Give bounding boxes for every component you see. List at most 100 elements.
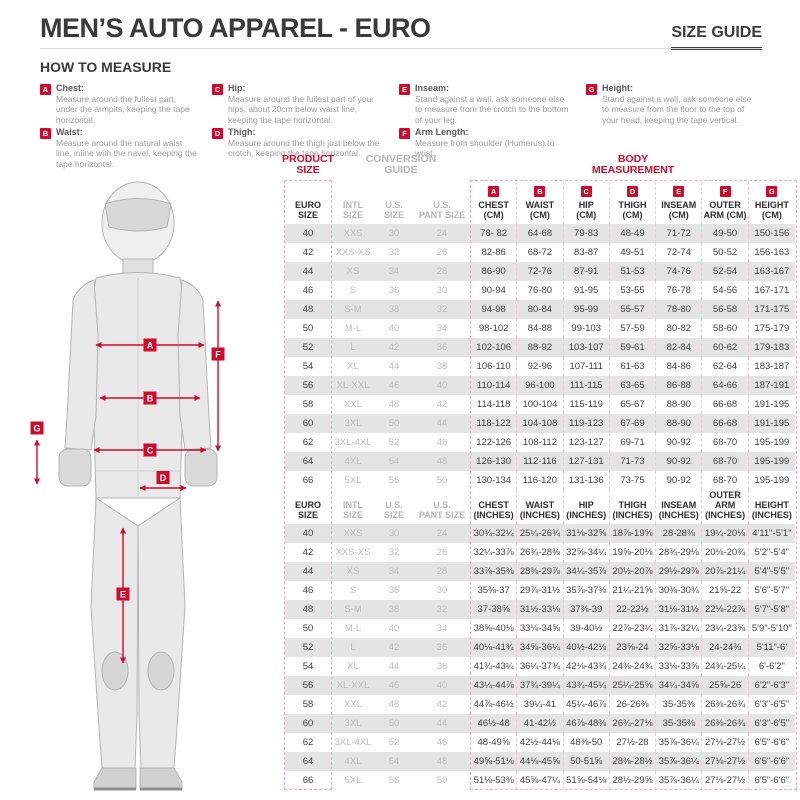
table-cell: 79-83 <box>563 224 610 243</box>
suit-body <box>58 181 218 791</box>
table-cell: 84-86 <box>656 357 703 376</box>
table-cell: 6'5"-6'6" <box>748 752 795 771</box>
euro-size-cell-cm: 42 <box>302 247 314 258</box>
table-cell: 35⅞-36¼ <box>656 752 703 771</box>
table-cell: 3XL-4XL <box>334 737 372 748</box>
table-cell: 27⅛-27½ <box>702 771 749 790</box>
table-cell: 112-116 <box>517 452 564 471</box>
table-cell: 91-95 <box>564 281 610 300</box>
table-cell: 88-90 <box>656 395 703 414</box>
table-cell: 40 <box>413 376 471 395</box>
figure-label-f: F <box>215 350 221 360</box>
table-cell: 150-156 <box>748 224 795 243</box>
table-cell: 38 <box>375 300 413 319</box>
table-cell: 40½-42⅛ <box>563 638 610 657</box>
column-header-inches: HIP (INCHES) <box>564 490 610 524</box>
how-to-measure-title: HOW TO MEASURE <box>40 59 172 75</box>
table-cell: 73-75 <box>610 471 657 490</box>
column-header-inches: CHEST (INCHES) <box>471 490 518 524</box>
table-cell: 163-167 <box>748 262 795 281</box>
neck <box>122 258 154 275</box>
table-cell: 40 <box>413 676 471 695</box>
table-cell: 4'11"-5'1" <box>748 524 795 543</box>
column-header-cm: E INSEAM (CM) <box>656 182 703 224</box>
column-header: EURO SIZE <box>294 500 321 520</box>
measure-name: Inseam: <box>415 83 450 93</box>
table-cell: 78-80 <box>656 300 703 319</box>
table-cell: 26¾-28⅜ <box>517 543 564 562</box>
table-cell: 33⅛-33⅝ <box>656 657 703 676</box>
table-cell: 55-57 <box>609 300 657 319</box>
table-cell: 56-58 <box>702 300 749 319</box>
group-header: BODY MEASUREMENT <box>591 153 675 176</box>
table-cell: 64-66 <box>702 376 749 395</box>
table-cell: 63-65 <box>609 376 657 395</box>
measure-name: Height: <box>602 83 633 93</box>
figure-label-b: B <box>147 394 154 404</box>
table-cell: 32 <box>413 600 471 619</box>
table-cell: 46 <box>436 437 448 448</box>
table-cell: 31⅞-32¼ <box>656 619 703 638</box>
table-cell: 86-88 <box>656 376 703 395</box>
table-cell: 22⅞-23¼ <box>610 619 657 638</box>
table-cell: 34 <box>375 262 413 281</box>
table-cell: 69-71 <box>610 433 657 452</box>
table-cell: 36 <box>413 338 471 357</box>
measure-text: Thigh: Measure around the thigh just belo… <box>228 127 380 158</box>
column-letter-badge: B <box>534 186 546 197</box>
table-cell: 40 <box>388 623 400 634</box>
column-letter-badge: F <box>719 186 731 197</box>
table-cell: 5'4"-5'5" <box>748 562 795 581</box>
table-cell: 48 <box>388 699 400 710</box>
euro-size-cell-cm: 64 <box>285 452 331 471</box>
table-cell: 49⅝-51⅛ <box>471 752 518 771</box>
table-cell: 40⅛-41¾ <box>471 638 518 657</box>
euro-size-cell-inches: 50 <box>302 623 314 634</box>
table-cell: 38 <box>436 361 448 372</box>
page-title: MEN’S AUTO APPAREL - EURO <box>40 13 431 43</box>
table-cell: 86-90 <box>471 262 518 281</box>
column-header-inches: THIGH (INCHES) <box>610 490 657 524</box>
table-cell: 90-94 <box>471 281 518 300</box>
measure-name: Waist: <box>56 127 83 137</box>
figure-label-a: A <box>147 341 154 351</box>
table-cell: 37⅜-39 <box>563 600 610 619</box>
table-cell: 5'9"-5'10" <box>751 623 792 634</box>
table-cell: 57-59 <box>610 319 657 338</box>
table-cell: 27⅛-27½ <box>702 752 749 771</box>
right-boot <box>139 767 183 790</box>
table-cell: 67-69 <box>609 414 657 433</box>
table-cell: 46½-48 <box>471 714 518 733</box>
table-cell: 46 <box>375 676 413 695</box>
right-knee-pad <box>147 651 175 691</box>
figure-label-e: E <box>120 590 126 600</box>
table-cell: 167-171 <box>754 285 790 296</box>
table-cell: 71-72 <box>656 224 703 243</box>
table-cell: 36¼-37¾ <box>517 657 564 676</box>
table-cell: 32 <box>388 247 400 258</box>
table-cell: 52 <box>388 737 400 748</box>
table-cell: 43¼-44⅞ <box>471 676 518 695</box>
table-cell: 66-68 <box>702 414 749 433</box>
table-cell: 98-102 <box>471 319 518 338</box>
euro-size-cell-inches: 56 <box>285 676 331 695</box>
column-letter-badge: C <box>580 186 592 197</box>
measure-name: Chest: <box>56 83 85 93</box>
table-cell: 119-123 <box>563 414 610 433</box>
table-cell: 195-199 <box>748 452 795 471</box>
table-cell: 30 <box>436 585 448 596</box>
table-cell: 6'5"-6'6" <box>754 775 790 786</box>
measurement-figure: A B C D E F G <box>12 166 276 794</box>
table-cell: 44 <box>413 714 471 733</box>
table-cell: 5'6"-5'7" <box>754 585 790 596</box>
table-cell: 50 <box>436 775 448 786</box>
table-cell: 42 <box>436 699 448 710</box>
table-cell: 36 <box>413 638 471 657</box>
table-cell: XS <box>331 262 375 281</box>
table-cell: 68-70 <box>702 433 749 452</box>
table-cell: 35-35⅜ <box>656 714 703 733</box>
table-cell: 20⅛-20¾ <box>702 543 749 562</box>
table-cell: 48 <box>413 452 471 471</box>
measure-letter-badge: G <box>586 84 597 95</box>
table-cell: 45⅝-47¼ <box>517 771 564 790</box>
